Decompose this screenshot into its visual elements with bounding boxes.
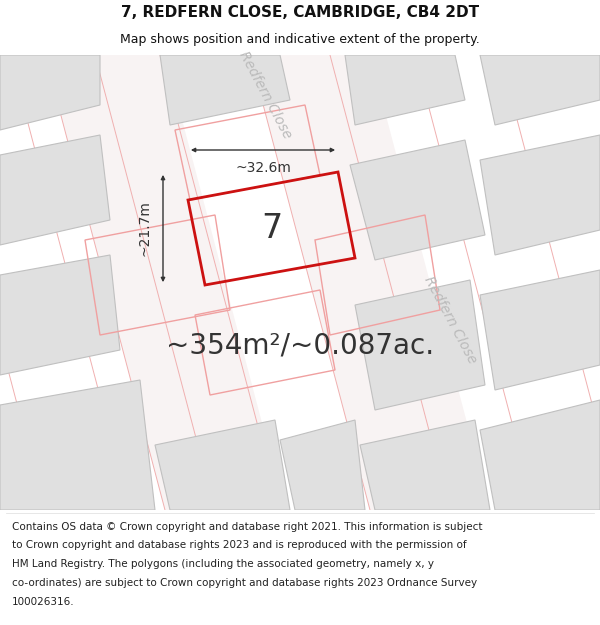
Polygon shape <box>45 55 285 510</box>
Polygon shape <box>155 420 290 510</box>
Text: Contains OS data © Crown copyright and database right 2021. This information is : Contains OS data © Crown copyright and d… <box>12 521 482 531</box>
Text: ~32.6m: ~32.6m <box>235 161 291 176</box>
Text: ~21.7m: ~21.7m <box>137 201 151 256</box>
Polygon shape <box>0 55 100 130</box>
Text: ~354m²/~0.087ac.: ~354m²/~0.087ac. <box>166 331 434 359</box>
Polygon shape <box>480 400 600 510</box>
Polygon shape <box>480 135 600 255</box>
Polygon shape <box>280 420 365 510</box>
Polygon shape <box>480 55 600 125</box>
Text: to Crown copyright and database rights 2023 and is reproduced with the permissio: to Crown copyright and database rights 2… <box>12 541 467 551</box>
Text: 7: 7 <box>261 213 282 245</box>
Polygon shape <box>0 380 155 510</box>
Text: Redfern Close: Redfern Close <box>421 274 479 366</box>
Polygon shape <box>250 55 490 510</box>
Polygon shape <box>350 140 485 260</box>
Polygon shape <box>355 280 485 410</box>
Polygon shape <box>0 135 110 245</box>
Text: HM Land Registry. The polygons (including the associated geometry, namely x, y: HM Land Registry. The polygons (includin… <box>12 559 434 569</box>
Text: 7, REDFERN CLOSE, CAMBRIDGE, CB4 2DT: 7, REDFERN CLOSE, CAMBRIDGE, CB4 2DT <box>121 4 479 19</box>
Text: co-ordinates) are subject to Crown copyright and database rights 2023 Ordnance S: co-ordinates) are subject to Crown copyr… <box>12 578 477 588</box>
Text: Redfern Close: Redfern Close <box>236 49 294 141</box>
Polygon shape <box>345 55 465 125</box>
Text: 100026316.: 100026316. <box>12 598 74 608</box>
Polygon shape <box>360 420 490 510</box>
Polygon shape <box>160 55 290 125</box>
Text: Map shows position and indicative extent of the property.: Map shows position and indicative extent… <box>120 33 480 46</box>
Polygon shape <box>0 255 120 375</box>
Polygon shape <box>480 270 600 390</box>
